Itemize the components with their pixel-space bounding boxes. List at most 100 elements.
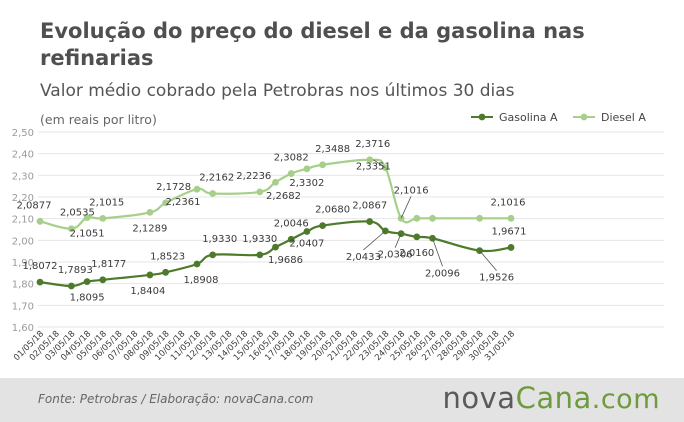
diesel-data-label: 2,3351 bbox=[356, 162, 391, 173]
diesel-point bbox=[36, 217, 44, 225]
gasolina-data-label: 2,0096 bbox=[425, 268, 460, 279]
diesel-point bbox=[413, 214, 421, 222]
y-tick-label: 2,30 bbox=[12, 171, 34, 182]
gasolina-point bbox=[68, 282, 75, 290]
diesel-data-label: 2,2682 bbox=[266, 191, 301, 202]
diesel-point bbox=[209, 190, 217, 197]
diesel-data-label: 2,2361 bbox=[166, 197, 201, 208]
gasolina-data-label: 1,8072 bbox=[23, 261, 58, 272]
diesel-data-label: 2,3716 bbox=[355, 139, 390, 150]
gasolina-data-label: 2,0433 bbox=[346, 252, 381, 263]
y-tick-label: 1,90 bbox=[12, 258, 34, 269]
gasolina-data-label: 1,8908 bbox=[184, 275, 219, 286]
y-tick-label: 1,70 bbox=[12, 301, 34, 312]
diesel-point bbox=[287, 170, 295, 177]
gasolina-point bbox=[146, 271, 154, 279]
diesel-data-label: 2,1016 bbox=[491, 197, 526, 208]
diesel-leader-line bbox=[373, 159, 386, 169]
diesel-point bbox=[256, 188, 264, 196]
diesel-data-label: 2,0535 bbox=[60, 208, 95, 219]
gasolina-data-label: 1,9330 bbox=[202, 234, 237, 245]
gasolina-point bbox=[366, 218, 374, 225]
diesel-data-label: 2,1051 bbox=[70, 229, 105, 240]
diesel-point bbox=[303, 165, 311, 173]
gasolina-data-label: 2,0306 bbox=[378, 250, 413, 261]
gasolina-data-label: 1,9330 bbox=[242, 234, 277, 245]
diesel-data-label: 2,3302 bbox=[289, 178, 324, 189]
diesel-point bbox=[319, 161, 326, 169]
price-line-chart: 1,60 1,70 1,80 1,90 2,00 2,10 2,20 2,30 2,40 2,50… bbox=[12, 111, 664, 363]
diesel-point bbox=[68, 225, 75, 233]
gasolina-point bbox=[319, 222, 326, 230]
brand-logo: novaCana.com bbox=[443, 381, 660, 415]
diesel-point bbox=[507, 214, 515, 222]
diesel-legend-label: Diesel A bbox=[601, 111, 646, 124]
gasolina-legend-marker bbox=[478, 113, 486, 121]
gasolina-data-label: 1,8523 bbox=[150, 251, 185, 262]
gasolina-data-label: 2,0046 bbox=[274, 218, 309, 229]
diesel-point bbox=[476, 214, 483, 222]
diesel-leader-line bbox=[400, 196, 412, 219]
brand-logo-part3: .com bbox=[591, 384, 660, 415]
diesel-data-label: 2,3082 bbox=[274, 153, 309, 164]
y-tick-label: 2,20 bbox=[12, 193, 34, 204]
gasolina-data-label: 1,9686 bbox=[268, 255, 303, 266]
gasolina-point bbox=[209, 251, 217, 259]
unit-note: (em reais por litro) bbox=[40, 112, 157, 127]
chart-subtitle: Valor médio cobrado pela Petrobras nos ú… bbox=[40, 81, 515, 101]
gasolina-data-label: 2,0867 bbox=[352, 201, 387, 212]
source-note: Fonte: Petrobras / Elaboração: novaCana.… bbox=[38, 392, 314, 406]
chart-title: Evolução do preço do diesel e da gasolin… bbox=[40, 19, 585, 70]
gasolina-data-label: 1,7893 bbox=[58, 265, 93, 276]
gasolina-data-label: 1,8404 bbox=[130, 286, 165, 297]
gasolina-data-label: 2,0680 bbox=[315, 205, 350, 216]
gasolina-point bbox=[256, 251, 264, 259]
gasolina-leader-line bbox=[432, 238, 443, 267]
gasolina-point bbox=[507, 244, 515, 251]
diesel-point bbox=[429, 214, 436, 222]
gasolina-point bbox=[413, 233, 421, 241]
y-tick-label: 1,80 bbox=[12, 280, 34, 291]
gasolina-point bbox=[272, 243, 279, 251]
footer-bar: Fonte: Petrobras / Elaboração: novaCana.… bbox=[0, 378, 684, 422]
diesel-point bbox=[83, 214, 91, 221]
gasolina-point bbox=[303, 228, 311, 235]
gasolina-legend-label: Gasolina A bbox=[499, 111, 558, 124]
diesel-point bbox=[366, 156, 374, 164]
gasolina-data-label: 1,8095 bbox=[70, 293, 105, 304]
diesel-legend-marker bbox=[580, 113, 588, 121]
gasolina-point bbox=[193, 260, 201, 268]
diesel-data-label: 2,1289 bbox=[132, 223, 167, 234]
diesel-data-label: 2,2236 bbox=[236, 171, 271, 182]
diesel-point bbox=[146, 209, 154, 216]
diesel-point bbox=[272, 178, 279, 186]
diesel-data-label: 2,3488 bbox=[315, 144, 350, 155]
diesel-point bbox=[99, 214, 107, 222]
brand-logo-part2: Cana bbox=[515, 381, 592, 415]
gasolina-leader-line bbox=[363, 230, 386, 251]
diesel-data-label: 2,1728 bbox=[156, 182, 191, 193]
gasolina-leader-line bbox=[479, 250, 497, 271]
gasolina-data-label: 1,8177 bbox=[91, 259, 126, 270]
diesel-data-label: 2,1016 bbox=[394, 185, 429, 196]
gasolina-leader-line bbox=[394, 233, 402, 248]
gasolina-data-label: 1,9671 bbox=[492, 226, 527, 237]
gasolina-data-label: 2,0160 bbox=[399, 248, 434, 259]
gasolina-point bbox=[162, 268, 170, 276]
gasolina-point bbox=[287, 235, 295, 243]
brand-logo-part1: nova bbox=[442, 381, 516, 415]
gasolina-data-label: 1,9526 bbox=[479, 273, 514, 284]
diesel-data-label: 2,0877 bbox=[17, 200, 52, 211]
y-tick-label: 2,40 bbox=[12, 150, 34, 161]
diesel-point bbox=[162, 199, 170, 207]
y-tick-label: 1,60 bbox=[12, 323, 34, 334]
gasolina-point bbox=[83, 278, 91, 286]
gasolina-data-label: 2,0407 bbox=[289, 239, 324, 250]
diesel-data-label: 2,1015 bbox=[89, 197, 124, 208]
y-tick-label: 2,50 bbox=[12, 128, 34, 139]
y-tick-label: 2,00 bbox=[12, 236, 34, 247]
y-tick-label: 2,10 bbox=[12, 215, 34, 226]
gasolina-point bbox=[99, 276, 107, 284]
diesel-point bbox=[193, 185, 201, 193]
